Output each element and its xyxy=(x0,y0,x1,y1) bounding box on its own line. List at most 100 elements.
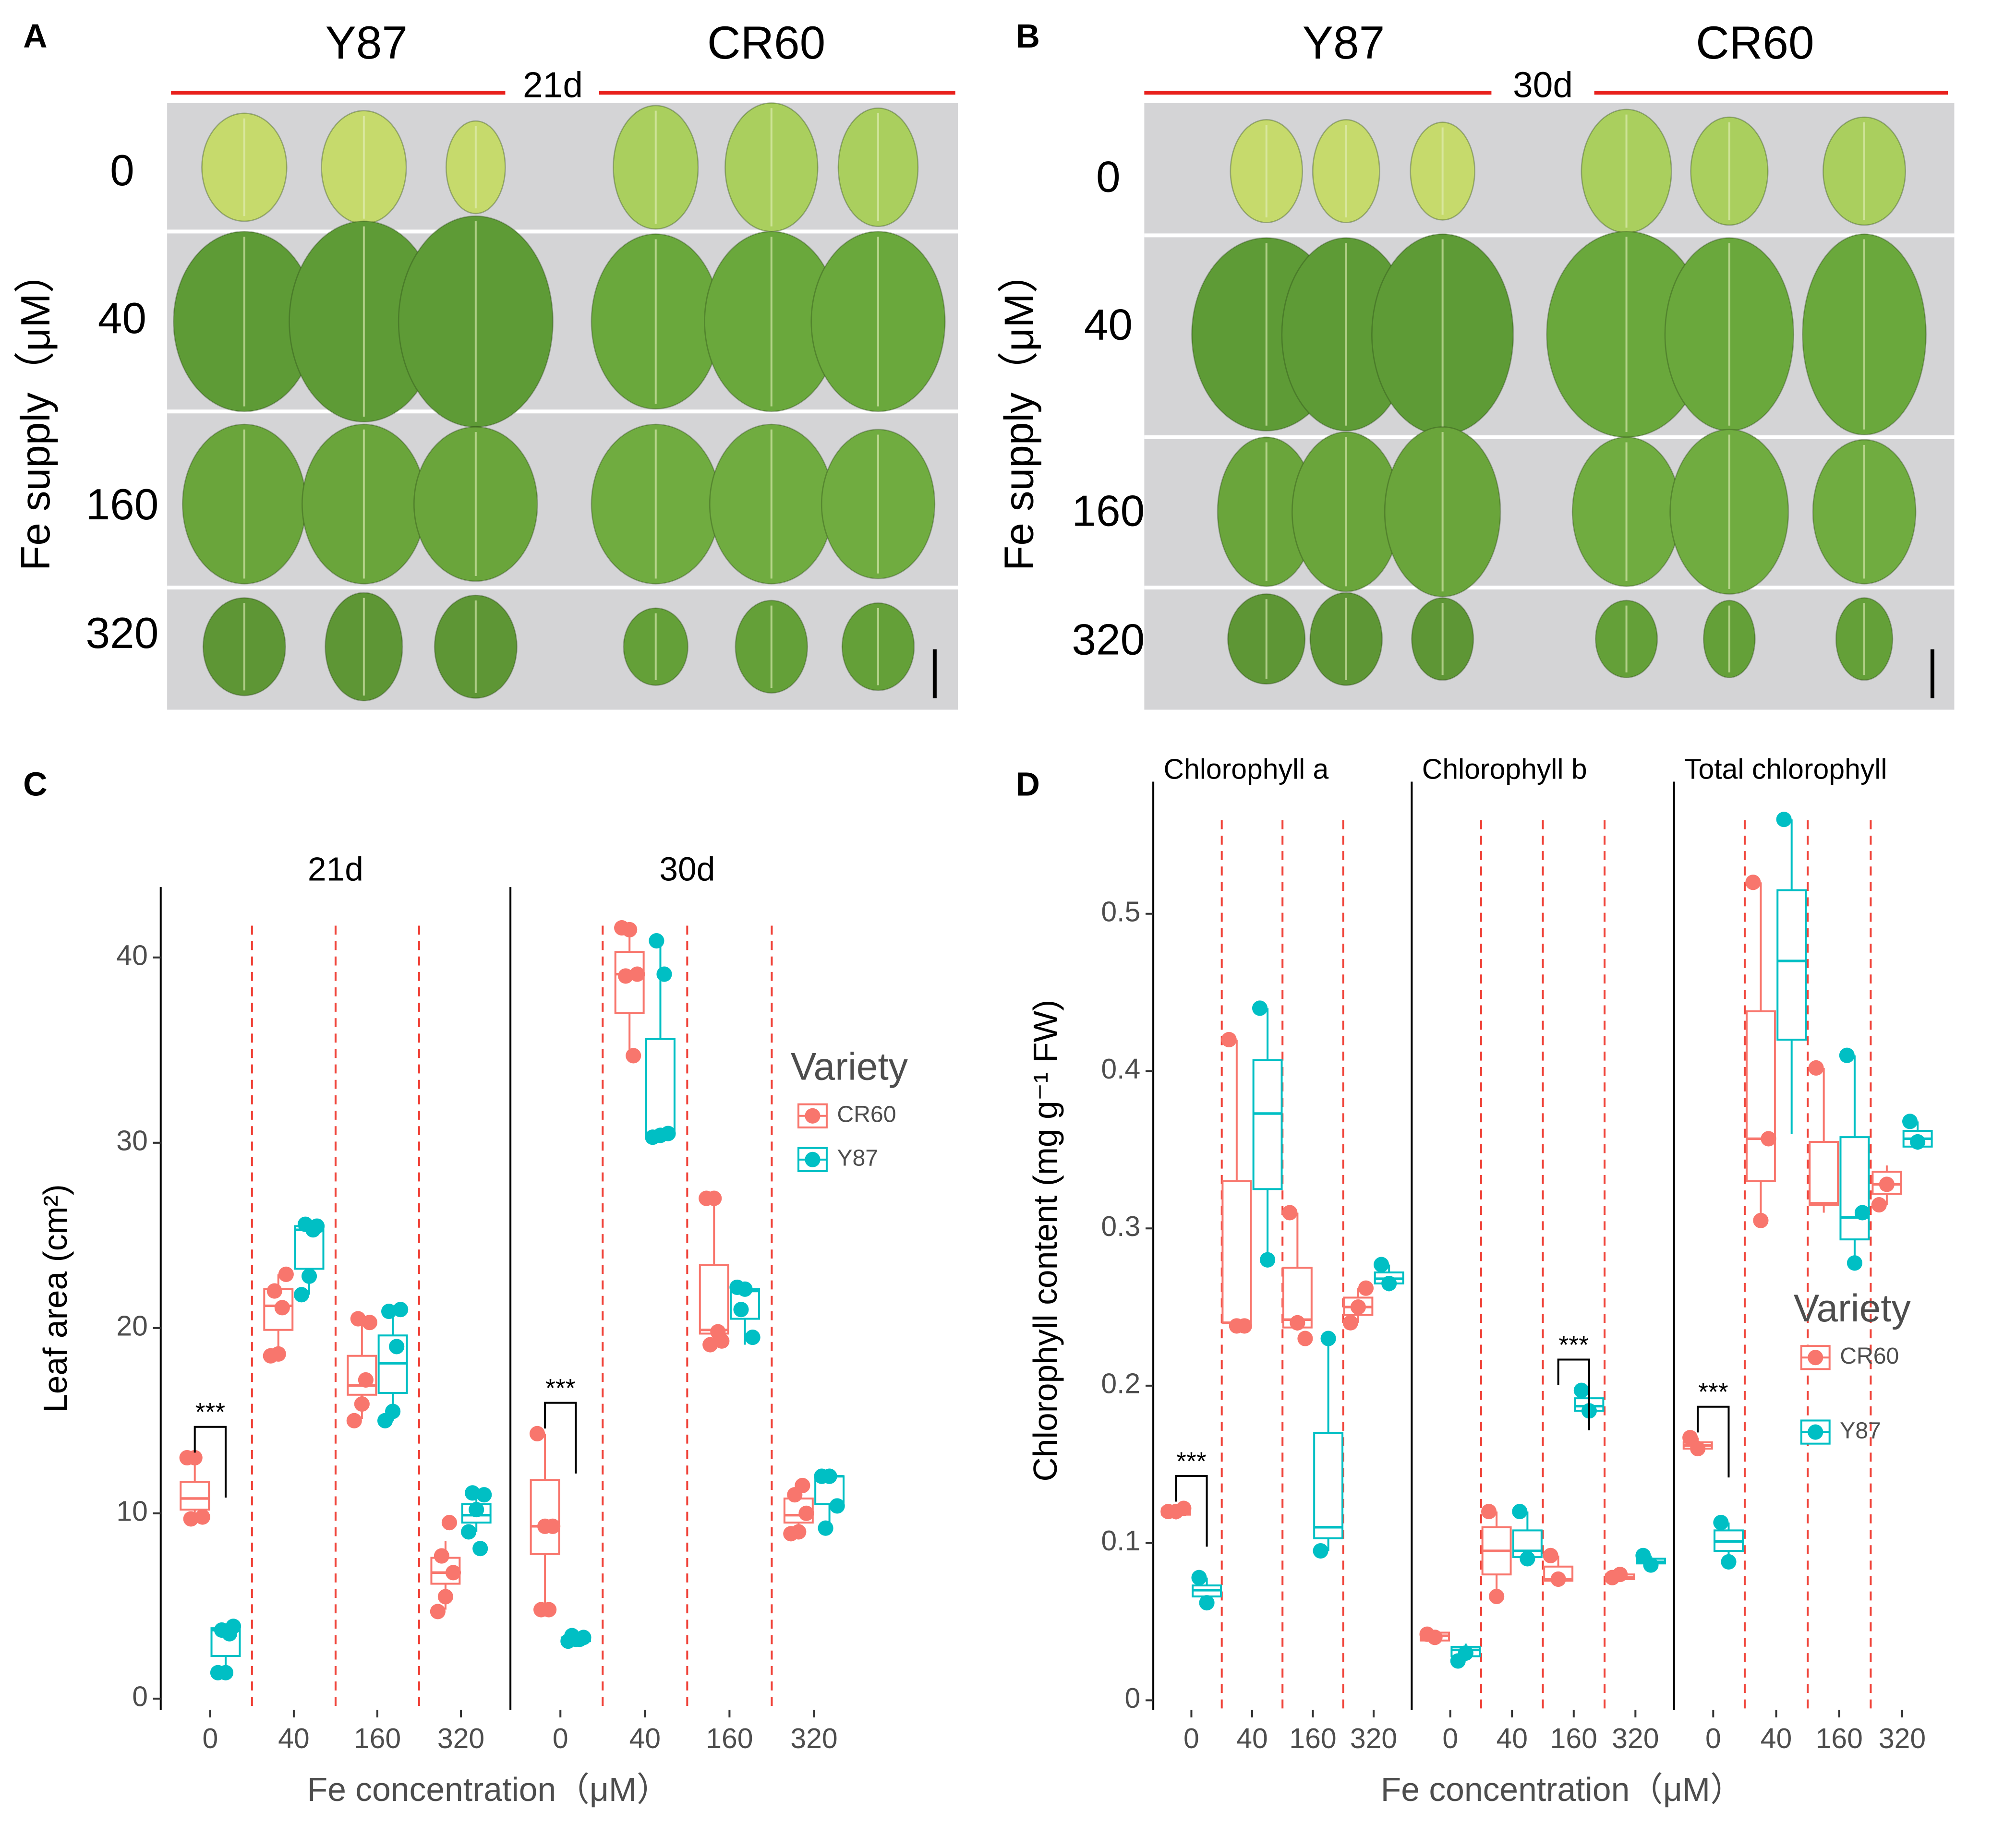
y-axis-label: Leaf area (cm²) xyxy=(36,1184,74,1413)
data-point xyxy=(274,1300,290,1316)
facet-title: Chlorophyll b xyxy=(1422,754,1587,785)
data-point xyxy=(1910,1134,1926,1150)
data-point xyxy=(301,1268,317,1284)
box xyxy=(1839,1136,1870,1241)
data-point xyxy=(1282,1205,1298,1221)
data-point xyxy=(1573,1382,1589,1398)
facet-title: Total chlorophyll xyxy=(1684,754,1887,785)
data-point xyxy=(618,968,634,984)
x-tick-label: 0 xyxy=(1442,1723,1458,1754)
data-point xyxy=(572,1631,588,1647)
x-tick-label: 160 xyxy=(1550,1723,1597,1754)
data-point xyxy=(437,1589,453,1605)
data-point xyxy=(1902,1114,1918,1129)
box xyxy=(1745,1010,1776,1182)
significance-bracket xyxy=(1697,1405,1730,1478)
legend-key-dot xyxy=(1808,1424,1823,1440)
x-tick-label: 320 xyxy=(1350,1723,1397,1754)
x-tick-label: 40 xyxy=(1761,1723,1792,1754)
data-point xyxy=(187,1450,203,1466)
data-point xyxy=(389,1339,405,1355)
y-tick-label: 10 xyxy=(116,1496,148,1527)
data-point xyxy=(1612,1567,1628,1583)
row-label: 40 xyxy=(98,294,146,343)
variety-label: CR60 xyxy=(1696,17,1814,69)
data-point xyxy=(266,1283,282,1299)
legend-label: CR60 xyxy=(1840,1343,1899,1369)
y-tick-label: 0.3 xyxy=(1101,1211,1140,1242)
data-point xyxy=(381,1304,397,1319)
data-point xyxy=(434,1548,449,1564)
x-tick-label: 320 xyxy=(437,1723,484,1754)
data-point xyxy=(1690,1440,1706,1457)
y-axis-label: Fe supply（μM） xyxy=(996,252,1042,571)
x-tick-label: 160 xyxy=(354,1723,401,1754)
data-point xyxy=(1776,812,1792,828)
facet-title: 21d xyxy=(308,850,363,888)
data-point xyxy=(217,1665,234,1680)
data-point xyxy=(1808,1060,1824,1076)
data-point xyxy=(221,1626,238,1642)
data-point xyxy=(469,1502,484,1518)
data-point xyxy=(1761,1131,1776,1147)
variety-label: Y87 xyxy=(1303,17,1385,69)
legend-label: Y87 xyxy=(837,1145,878,1171)
box xyxy=(1252,1059,1283,1190)
y-tick-label: 0 xyxy=(1125,1683,1141,1714)
significance-label: *** xyxy=(545,1374,576,1403)
y-axis-label: Fe supply（μM） xyxy=(12,252,59,571)
data-point xyxy=(1643,1557,1659,1573)
y-tick-label: 0.4 xyxy=(1101,1054,1140,1085)
legend-label: CR60 xyxy=(837,1102,896,1127)
data-point xyxy=(1481,1504,1497,1520)
data-point xyxy=(1297,1331,1313,1346)
day-label: 21d xyxy=(523,64,583,105)
data-point xyxy=(1313,1543,1328,1559)
data-point xyxy=(829,1498,845,1514)
x-tick-label: 0 xyxy=(1705,1723,1721,1754)
data-point xyxy=(350,1311,366,1327)
facet-title: 30d xyxy=(659,850,715,888)
legend-title: Variety xyxy=(1794,1287,1911,1330)
y-axis-label: Chlorophyll content (mg g⁻¹ FW) xyxy=(1026,1000,1064,1482)
data-point xyxy=(1879,1176,1895,1192)
box xyxy=(1221,1180,1252,1324)
row-label: 0 xyxy=(110,146,134,195)
data-point xyxy=(183,1511,199,1527)
data-point xyxy=(1191,1570,1207,1585)
panel-label: D xyxy=(1016,766,1040,803)
data-point xyxy=(476,1487,492,1503)
data-point xyxy=(1350,1299,1366,1315)
data-point xyxy=(465,1485,481,1501)
panel-label: A xyxy=(23,17,47,55)
variety-label: Y87 xyxy=(325,17,408,69)
data-point xyxy=(1745,875,1761,890)
row-label: 40 xyxy=(1084,300,1133,349)
significance-label: *** xyxy=(1559,1331,1589,1359)
significance-bracket xyxy=(193,1426,227,1498)
data-point xyxy=(362,1315,377,1331)
box xyxy=(699,1264,729,1335)
data-point xyxy=(1847,1255,1862,1271)
row-label: 320 xyxy=(85,609,158,658)
data-point xyxy=(798,1505,814,1521)
data-point xyxy=(1543,1547,1558,1563)
data-point xyxy=(1260,1252,1276,1268)
data-point xyxy=(745,1330,761,1345)
data-point xyxy=(1713,1514,1729,1531)
x-tick-label: 160 xyxy=(1289,1723,1336,1754)
data-point xyxy=(541,1602,557,1618)
y-tick-label: 0.1 xyxy=(1101,1525,1140,1557)
data-point xyxy=(358,1372,374,1388)
data-point xyxy=(1176,1500,1192,1516)
box xyxy=(530,1479,560,1555)
legend-key-dot xyxy=(805,1151,821,1167)
data-point xyxy=(194,1509,210,1525)
data-point xyxy=(1854,1205,1871,1221)
legend-title: Variety xyxy=(791,1045,908,1089)
x-tick-label: 40 xyxy=(1496,1723,1528,1754)
data-point xyxy=(1252,1000,1268,1016)
legend-key-dot xyxy=(805,1108,821,1124)
x-tick-label: 40 xyxy=(278,1723,310,1754)
